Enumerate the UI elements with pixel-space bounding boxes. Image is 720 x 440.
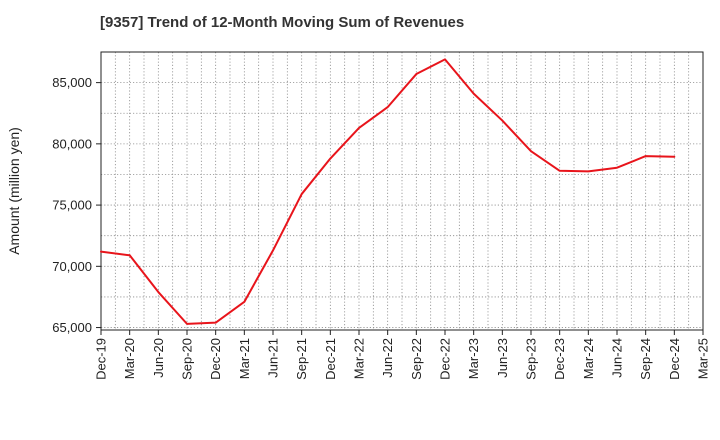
- x-tick-label: Dec-21: [323, 338, 338, 380]
- x-tick-label: Mar-21: [237, 338, 252, 379]
- y-tick-label: 80,000: [52, 136, 92, 151]
- y-axis-label: Amount (million yen): [6, 127, 22, 255]
- x-axis-ticks: Dec-19 Mar-20 Jun-20 Sep-20 Dec-20 Mar-21 Jun-…: [94, 330, 711, 380]
- y-tick-label: 85,000: [52, 75, 92, 90]
- y-axis-ticks: 65,000 70,000 75,000 80,000 85,000: [52, 75, 101, 335]
- x-tick-label: Mar-23: [466, 338, 481, 379]
- x-tick-label: Mar-22: [352, 338, 367, 379]
- series-line-0: [100, 58, 676, 325]
- x-tick-label: Jun-21: [266, 338, 281, 378]
- x-tick-label: Dec-24: [667, 338, 682, 380]
- chart-title: [9357] Trend of 12-Month Moving Sum of R…: [100, 14, 465, 31]
- x-tick-label: Dec-23: [552, 338, 567, 380]
- x-tick-label: Dec-22: [438, 338, 453, 380]
- x-tick-label: Jun-24: [610, 338, 625, 378]
- x-tick-label: Mar-24: [581, 338, 596, 379]
- x-tick-label: Sep-21: [294, 338, 309, 380]
- series-layer: [100, 58, 676, 325]
- x-tick-label: Jun-23: [495, 338, 510, 378]
- x-tick-label: Jun-20: [151, 338, 166, 378]
- x-tick-label: Sep-20: [180, 338, 195, 380]
- x-tick-label: Dec-20: [208, 338, 223, 380]
- grid-lines: [101, 52, 703, 330]
- y-tick-label: 65,000: [52, 320, 92, 335]
- x-tick-label: Mar-20: [122, 338, 137, 379]
- y-tick-label: 75,000: [52, 198, 92, 213]
- x-tick-label: Dec-19: [94, 338, 109, 380]
- x-tick-label: Sep-23: [524, 338, 539, 380]
- x-tick-label: Jun-22: [380, 338, 395, 378]
- x-tick-label: Sep-22: [409, 338, 424, 380]
- plot-area-frame: [100, 51, 704, 331]
- y-tick-label: 70,000: [52, 259, 92, 274]
- x-tick-label: Sep-24: [638, 338, 653, 380]
- x-tick-label: Mar-25: [696, 338, 711, 379]
